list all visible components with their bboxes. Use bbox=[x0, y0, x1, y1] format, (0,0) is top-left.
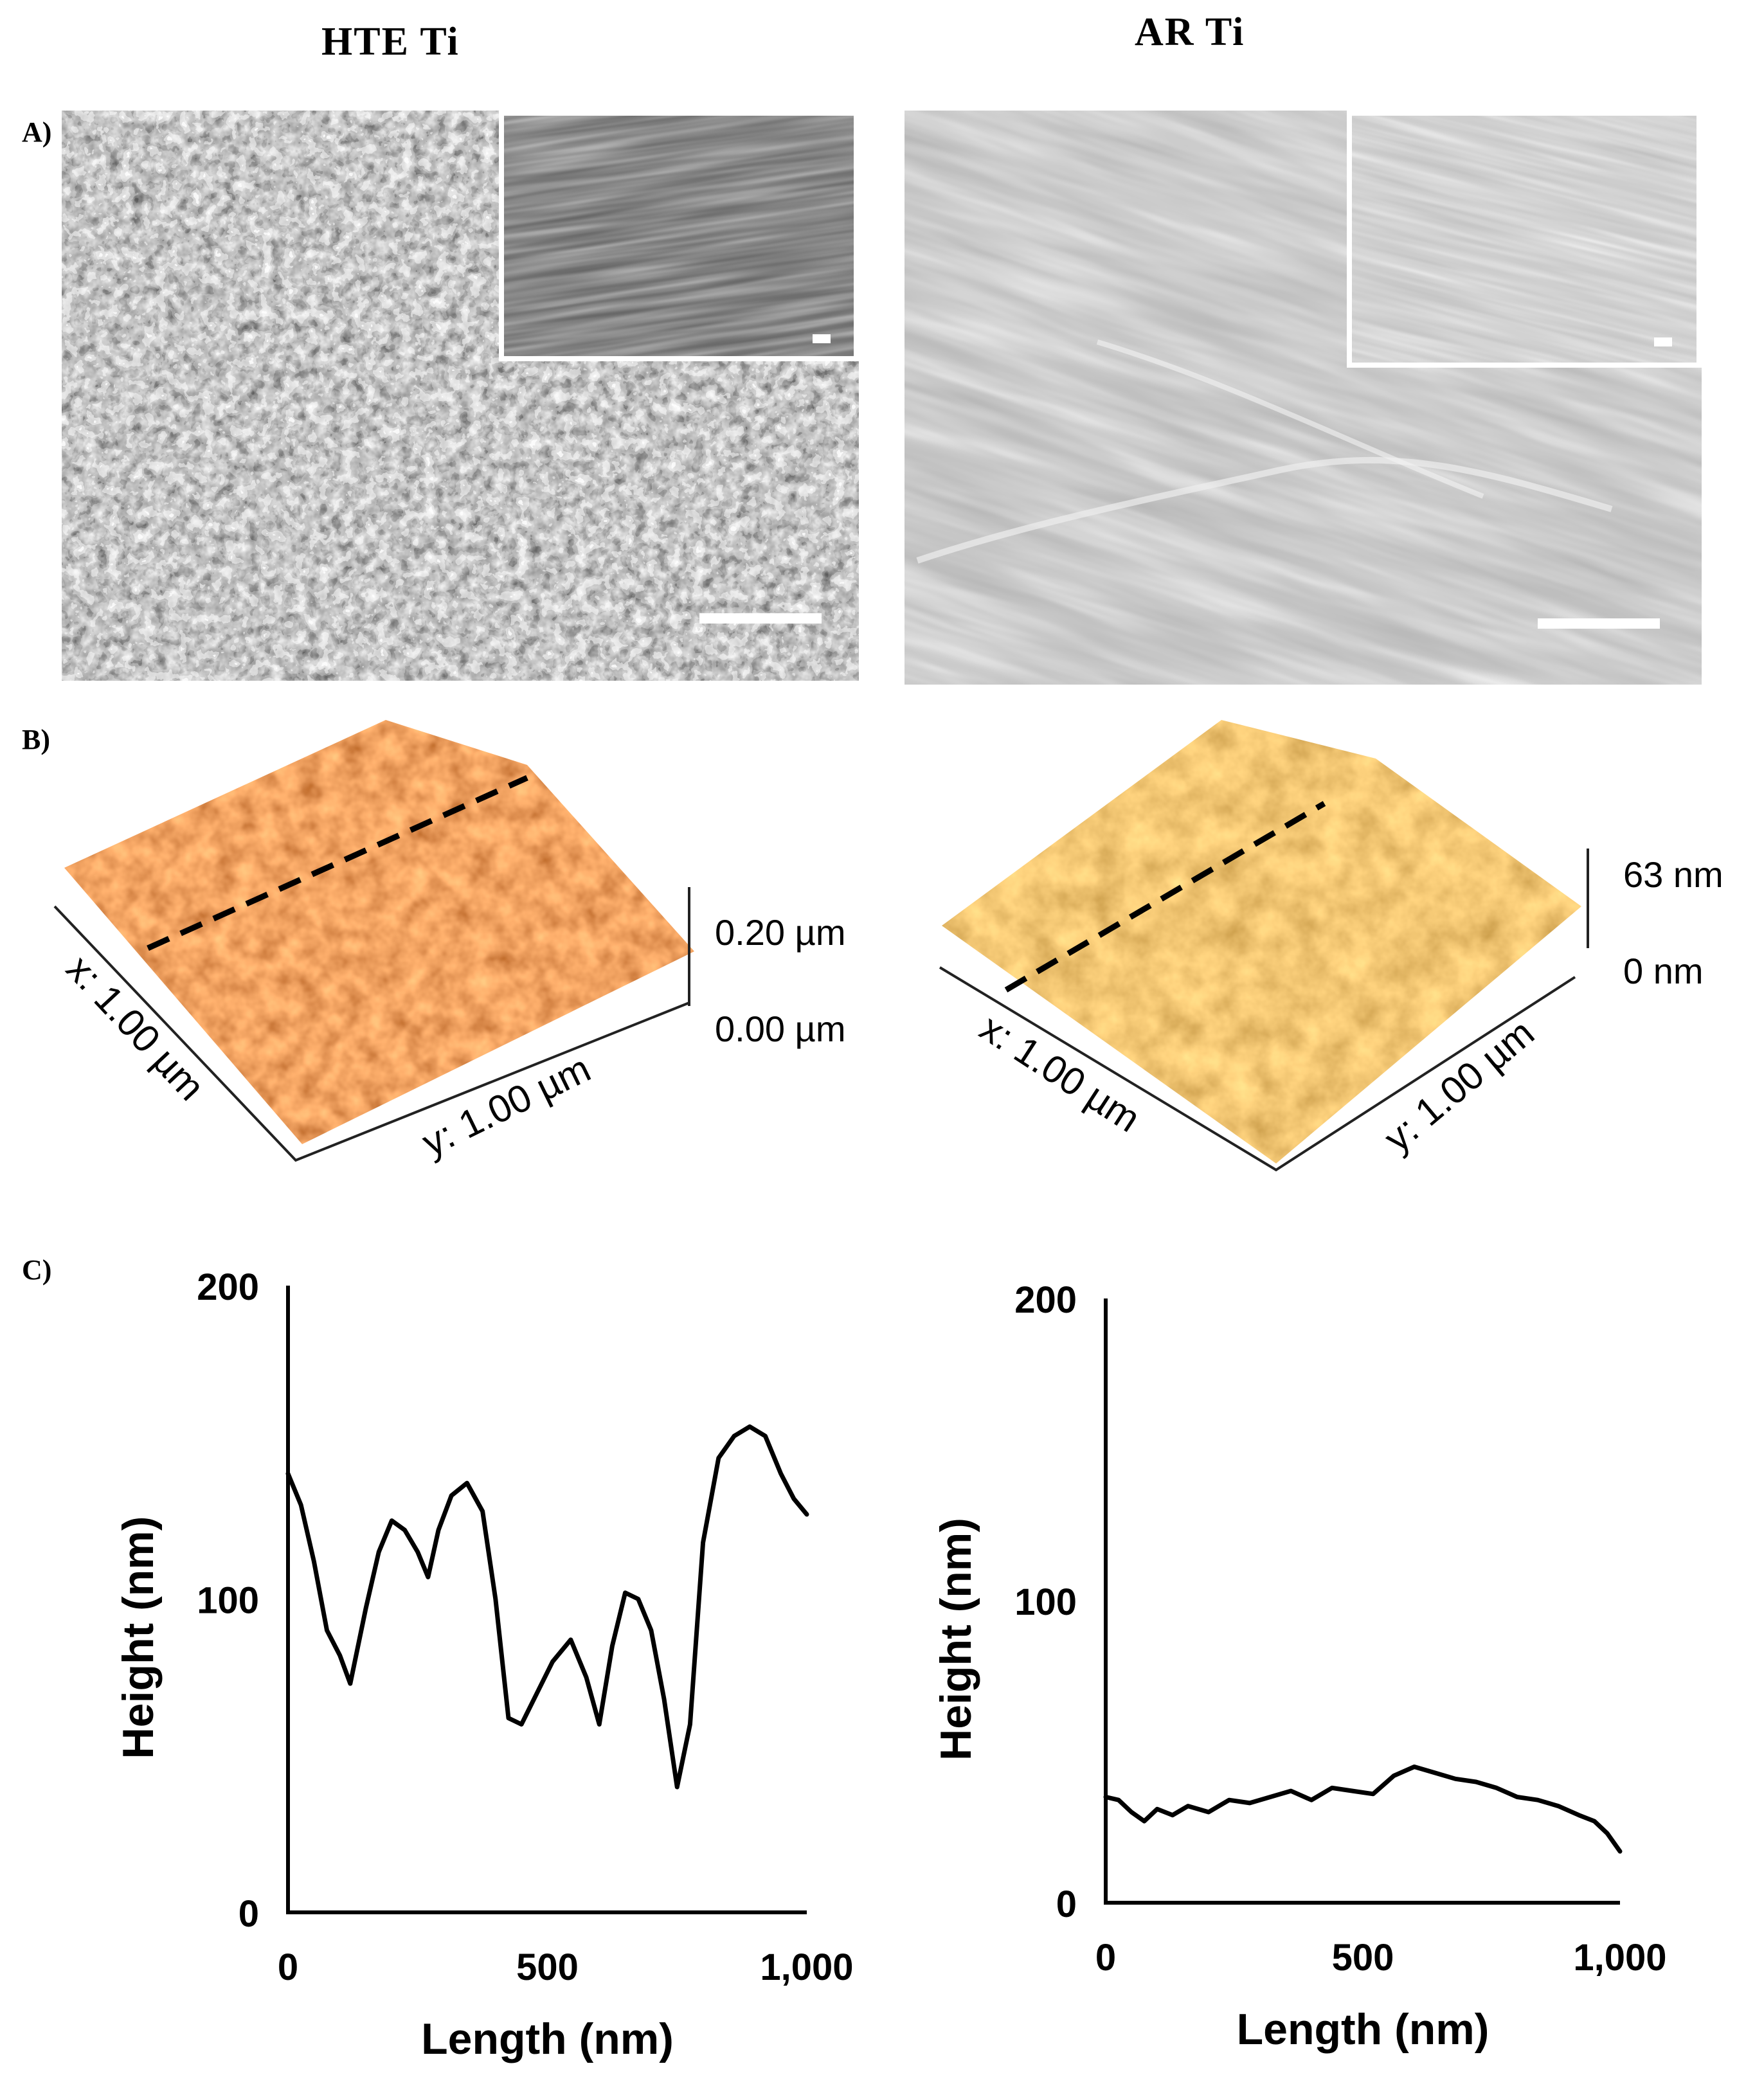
inset-scale-bar-ar bbox=[1654, 337, 1672, 346]
x-tick-label: 1,000 bbox=[1573, 1937, 1666, 1979]
y-tick-label: 200 bbox=[1014, 1279, 1077, 1321]
afm-surface-hte bbox=[64, 720, 694, 1144]
afm-base-frame-ar bbox=[939, 966, 1576, 1172]
x-tick-label: 500 bbox=[516, 1946, 579, 1988]
sem-inset-hte bbox=[499, 111, 859, 361]
panel-label-b: B) bbox=[22, 724, 50, 755]
x-tick-label: 1,000 bbox=[760, 1946, 853, 1988]
height-profile-chart-ar: 0 100 200 0 500 1,000 Length (nm) Height (nm) bbox=[932, 1279, 1667, 2054]
afm-profile-line-hte bbox=[147, 775, 528, 951]
height-profile-series-ar bbox=[1103, 1765, 1623, 1854]
y-tick-label: 0 bbox=[1056, 1883, 1077, 1925]
afm-zmin-ar: 0 nm bbox=[1623, 951, 1704, 991]
height-profile-series-hte bbox=[285, 1424, 809, 1790]
sem-inset-texture-ar bbox=[1352, 116, 1697, 363]
x-tick-label: 500 bbox=[1332, 1937, 1394, 1979]
afm-surface-ar bbox=[942, 720, 1581, 1163]
x-axis-title: Length (nm) bbox=[421, 2015, 674, 2063]
sem-inset-texture-hte bbox=[504, 116, 854, 356]
column-title-ar: AR Ti bbox=[1135, 10, 1245, 54]
y-axis-title: Height (nm) bbox=[932, 1518, 980, 1761]
height-profile-chart-hte: 0 100 200 0 500 1,000 Length (nm) Height (nm) bbox=[114, 1266, 854, 2063]
column-title-hte: HTE Ti bbox=[321, 20, 460, 64]
inset-scale-bar-hte bbox=[813, 334, 831, 343]
sem-image-ar bbox=[905, 111, 1702, 685]
y-tick-label: 200 bbox=[197, 1266, 259, 1308]
x-tick-label: 0 bbox=[278, 1946, 298, 1988]
y-tick-label: 100 bbox=[1014, 1581, 1077, 1623]
sem-image-hte bbox=[62, 111, 859, 681]
afm-base-frame-hte bbox=[53, 905, 690, 1162]
afm-panel: 0.20 µm 0.00 µm x: 1.00 µm y: 1.00 µm 63… bbox=[53, 720, 1724, 1172]
panel-label-a: A) bbox=[22, 116, 52, 148]
scale-bar-hte bbox=[699, 613, 822, 624]
panel-label-c: C) bbox=[22, 1254, 52, 1286]
x-tick-label: 0 bbox=[1095, 1937, 1116, 1979]
afm-zmax-ar: 63 nm bbox=[1623, 854, 1724, 895]
y-axis-title: Height (nm) bbox=[114, 1516, 163, 1759]
afm-profile-line-ar bbox=[1004, 801, 1326, 993]
sem-inset-ar bbox=[1347, 111, 1702, 368]
y-tick-label: 0 bbox=[239, 1893, 259, 1935]
scale-bar-ar bbox=[1538, 618, 1660, 629]
x-axis-title: Length (nm) bbox=[1237, 2005, 1490, 2054]
afm-zmin-hte: 0.00 µm bbox=[715, 1009, 845, 1049]
y-tick-label: 100 bbox=[197, 1580, 259, 1622]
afm-zmax-hte: 0.20 µm bbox=[715, 912, 845, 953]
